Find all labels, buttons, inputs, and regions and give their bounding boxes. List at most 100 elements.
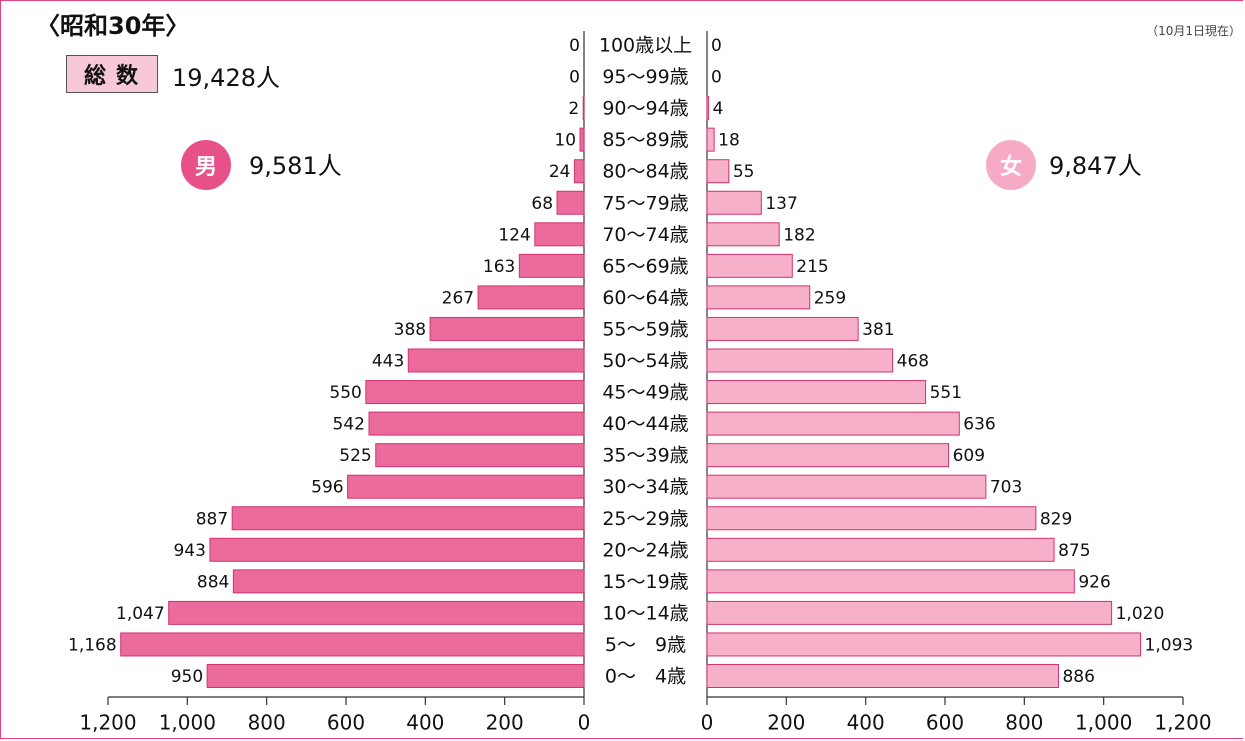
female-bar — [706, 222, 780, 247]
female-bar — [706, 600, 1113, 625]
female-value-label: 636 — [963, 415, 995, 435]
male-value-label: 1,168 — [68, 635, 117, 655]
male-axis-tick-label: 1,000 — [159, 711, 216, 735]
male-total: 9,581人 — [249, 152, 342, 180]
age-group-label: 100歳以上 — [599, 35, 692, 57]
total-value: 19,428人 — [172, 64, 280, 92]
female-value-label: 875 — [1058, 541, 1090, 561]
total-label-box: 総数 — [66, 55, 158, 93]
male-value-label: 68 — [531, 194, 553, 214]
female-bar — [706, 506, 1037, 531]
male-bar — [579, 127, 585, 152]
male-bar — [407, 348, 585, 373]
female-badge: 女 — [986, 140, 1036, 190]
male-bar — [232, 569, 585, 594]
male-bar — [168, 600, 585, 625]
male-value-label: 884 — [197, 572, 229, 592]
female-axis-tick-label: 800 — [1005, 711, 1043, 735]
age-group-label: 30〜34歳 — [602, 476, 688, 498]
female-axis-tick-label: 600 — [926, 711, 964, 735]
male-value-label: 10 — [554, 131, 576, 151]
age-group-label: 80〜84歳 — [602, 161, 688, 183]
male-value-label: 1,047 — [116, 604, 165, 624]
male-bar — [534, 222, 585, 247]
age-group-label: 10〜14歳 — [602, 602, 688, 624]
female-bar — [706, 96, 710, 121]
female-bar — [706, 380, 927, 405]
male-value-label: 163 — [483, 257, 515, 277]
female-value-label: 926 — [1078, 572, 1110, 592]
age-group-label: 0〜 4歳 — [605, 666, 686, 688]
female-value-label: 468 — [897, 352, 929, 372]
male-value-label: 950 — [171, 667, 203, 687]
age-group-label: 40〜44歳 — [602, 413, 688, 435]
age-group-label: 70〜74歳 — [602, 224, 688, 246]
male-value-label: 443 — [372, 352, 404, 372]
age-group-label: 95〜99歳 — [602, 66, 688, 88]
male-value-label: 550 — [329, 383, 361, 403]
age-group-label: 90〜94歳 — [602, 98, 688, 120]
chart-title: 〈昭和30年〉 — [36, 12, 190, 40]
male-axis-tick-label: 600 — [327, 711, 365, 735]
female-axis-tick-label: 0 — [701, 711, 714, 735]
female-value-label: 609 — [953, 446, 985, 466]
male-value-label: 124 — [498, 225, 530, 245]
male-value-label: 525 — [339, 446, 371, 466]
as-of-note: （10月1日現在） — [1146, 24, 1241, 38]
age-group-label: 55〜59歳 — [602, 318, 688, 340]
female-bar — [706, 569, 1075, 594]
female-bar — [706, 632, 1142, 657]
female-value-label: 0 — [711, 36, 722, 56]
female-value-label: 381 — [862, 320, 894, 340]
age-group-label: 50〜54歳 — [602, 350, 688, 372]
male-bar — [368, 411, 585, 436]
age-group-label: 45〜49歳 — [602, 382, 688, 404]
age-group-label: 60〜64歳 — [602, 287, 688, 309]
male-axis-tick-label: 400 — [406, 711, 444, 735]
male-value-label: 267 — [442, 288, 474, 308]
age-group-label: 15〜19歳 — [602, 571, 688, 593]
male-value-label: 596 — [311, 478, 343, 498]
male-axis-tick-label: 800 — [248, 711, 286, 735]
age-group-label: 85〜89歳 — [602, 129, 688, 151]
female-axis-tick-label: 1,200 — [1154, 711, 1211, 735]
female-axis-tick-label: 400 — [847, 711, 885, 735]
female-bar — [706, 474, 987, 499]
female-axis-tick-label: 1,000 — [1075, 711, 1132, 735]
male-bar — [429, 316, 585, 341]
male-bar — [365, 380, 585, 405]
female-value-label: 1,020 — [1116, 604, 1165, 624]
female-bar — [706, 443, 950, 468]
female-value-label: 551 — [930, 383, 962, 403]
male-value-label: 388 — [394, 320, 426, 340]
female-value-label: 0 — [711, 68, 722, 88]
male-axis-tick-label: 200 — [486, 711, 524, 735]
male-bar — [582, 96, 585, 121]
female-bar — [706, 127, 715, 152]
male-value-label: 887 — [196, 509, 228, 529]
male-bar — [375, 443, 585, 468]
male-bar — [477, 285, 585, 310]
age-group-label: 75〜79歳 — [602, 192, 688, 214]
female-value-label: 4 — [713, 99, 724, 119]
female-bar — [706, 664, 1059, 688]
male-value-label: 0 — [569, 68, 580, 88]
male-value-label: 0 — [569, 36, 580, 56]
female-value-label: 182 — [783, 225, 815, 245]
female-value-label: 703 — [990, 478, 1022, 498]
male-value-label: 943 — [173, 541, 205, 561]
female-bar — [706, 159, 730, 184]
female-value-label: 137 — [765, 194, 797, 214]
male-axis-tick-label: 1,200 — [79, 711, 136, 735]
female-value-label: 215 — [796, 257, 828, 277]
female-axis-tick-label: 200 — [767, 711, 805, 735]
female-value-label: 1,093 — [1145, 635, 1194, 655]
female-bar — [706, 285, 811, 310]
female-bar — [706, 411, 960, 436]
female-bar — [706, 348, 894, 373]
male-value-label: 542 — [333, 415, 365, 435]
female-value-label: 829 — [1040, 509, 1072, 529]
age-group-label: 5〜 9歳 — [605, 634, 686, 656]
female-bar — [706, 537, 1055, 562]
male-badge: 男 — [181, 140, 231, 190]
